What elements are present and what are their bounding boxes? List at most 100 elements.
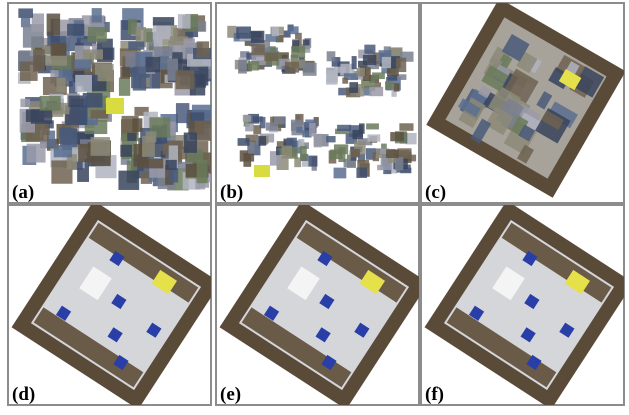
texture-patch — [178, 14, 191, 28]
texture-patch — [243, 115, 251, 122]
texture-patch — [308, 156, 317, 167]
texture-patch — [334, 144, 348, 154]
texture-patch — [260, 117, 266, 128]
texture-patch — [364, 45, 375, 54]
yellow-patch — [106, 98, 124, 114]
texture-patch — [154, 47, 173, 57]
texture-patch — [91, 137, 110, 156]
texture-patch — [20, 99, 30, 107]
texture-patch — [385, 81, 394, 90]
texture-patch — [334, 168, 347, 179]
texture-patch — [251, 44, 264, 55]
texture-patch — [352, 56, 357, 69]
texture-patch — [146, 131, 157, 142]
texture-patch — [60, 129, 77, 147]
texture-patch — [390, 132, 404, 141]
panel: (f) — [421, 201, 629, 410]
panel-label: (c) — [425, 182, 446, 203]
texture-patch — [88, 27, 107, 42]
texture-patch — [396, 58, 406, 72]
texture-patch — [128, 19, 137, 35]
texture-patch — [245, 123, 254, 131]
texture-patch — [31, 109, 52, 124]
texture-patch — [337, 125, 351, 131]
texture-patch — [303, 63, 317, 76]
texture-patch — [394, 83, 400, 91]
texture-patch — [74, 59, 92, 69]
texture-patch — [184, 38, 195, 47]
texture-patch — [406, 133, 417, 144]
texture-patch — [357, 68, 365, 76]
texture-patch — [67, 24, 84, 36]
texture-patch — [357, 160, 369, 169]
texture-patch — [288, 26, 299, 34]
texture-patch — [259, 136, 267, 146]
texture-patch — [359, 123, 365, 133]
texture-patch — [351, 149, 360, 158]
texture-patch — [54, 145, 72, 157]
texture-patch — [272, 27, 279, 37]
texture-patch — [92, 8, 102, 22]
texture-patch — [95, 64, 114, 81]
texture-patch — [236, 27, 251, 39]
texture-patch — [282, 146, 292, 159]
texture-patch — [83, 49, 103, 59]
texture-patch — [285, 62, 299, 73]
texture-patch — [399, 123, 413, 131]
texture-patch — [363, 55, 376, 65]
texture-patch — [369, 87, 383, 96]
texture-patch — [274, 117, 285, 124]
texture-patch — [128, 41, 144, 49]
texture-patch — [381, 144, 387, 149]
texture-patch — [32, 13, 44, 31]
texture-patch — [68, 95, 83, 106]
panel-label: (f) — [425, 384, 444, 405]
yellow-patch — [254, 165, 270, 177]
texture-patch — [377, 165, 382, 170]
texture-patch — [291, 46, 305, 58]
texture-patch — [119, 78, 130, 96]
texture-patch — [27, 144, 46, 163]
texture-patch — [238, 138, 250, 146]
texture-patch — [83, 93, 103, 107]
panel: (d) — [8, 201, 220, 410]
texture-patch — [326, 136, 335, 142]
texture-patch — [120, 145, 132, 157]
texture-patch — [153, 17, 174, 25]
texture-patch — [40, 96, 61, 111]
texture-patch — [248, 61, 259, 70]
texture-patch — [342, 77, 348, 83]
texture-patch — [33, 49, 45, 71]
panel-label: (b) — [220, 182, 243, 203]
texture-patch — [386, 149, 399, 158]
panel-label: (a) — [12, 182, 34, 203]
texture-patch — [184, 133, 197, 153]
texture-patch — [191, 112, 204, 120]
panel: (b) — [216, 3, 419, 203]
texture-patch — [314, 134, 322, 148]
panel: (c) — [421, 0, 626, 203]
texture-patch — [120, 67, 130, 79]
texture-patch — [366, 123, 379, 129]
texture-patch — [251, 31, 264, 43]
panel: (e) — [216, 201, 428, 410]
texture-patch — [91, 110, 109, 119]
texture-patch — [118, 171, 139, 190]
texture-patch — [133, 67, 146, 91]
texture-patch — [367, 134, 380, 141]
texture-patch — [176, 70, 195, 89]
texture-patch — [300, 146, 307, 161]
texture-patch — [387, 75, 397, 81]
texture-patch — [195, 118, 216, 141]
texture-patch — [296, 127, 302, 133]
texture-patch — [327, 71, 338, 82]
texture-patch — [238, 60, 247, 74]
texture-patch — [140, 159, 163, 169]
texture-patch — [264, 53, 278, 61]
texture-patch — [197, 160, 208, 183]
texture-patch — [356, 168, 367, 178]
texture-patch — [132, 118, 142, 132]
texture-patch — [372, 72, 385, 79]
panel: (a) — [8, 3, 217, 203]
texture-patch — [197, 41, 209, 57]
